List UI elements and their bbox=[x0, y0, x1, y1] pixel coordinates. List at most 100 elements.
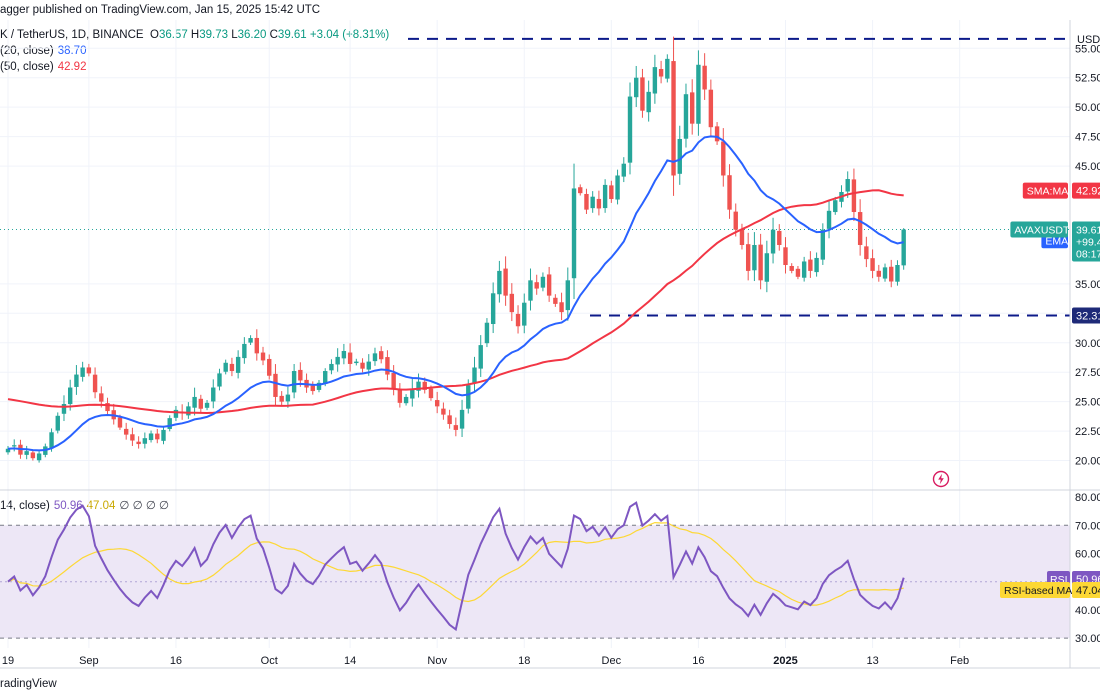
candle-body bbox=[565, 280, 570, 311]
rsi-ma-line bbox=[7, 521, 904, 606]
price-tick-label: 52.50 bbox=[1075, 73, 1100, 85]
candle-body bbox=[882, 267, 888, 279]
price-tick-label: 25.00 bbox=[1075, 397, 1100, 409]
time-tick-label: Nov bbox=[427, 655, 447, 667]
candle-body bbox=[745, 244, 751, 271]
rsi-legend-label: 14, close) bbox=[0, 500, 50, 512]
candle-body bbox=[254, 337, 259, 354]
rsi-ma-label-text: RSI-based MA bbox=[1004, 585, 1072, 597]
rsi-line bbox=[7, 501, 905, 632]
brand-name: radingView bbox=[0, 678, 57, 690]
sma-value-text: 42.92 bbox=[1076, 186, 1100, 198]
rsi-legend[interactable]: 14, close) 50.96 47.04 ∅ ∅ ∅ ∅ bbox=[0, 498, 173, 512]
candle-body bbox=[335, 356, 340, 365]
time-tick-label: Dec bbox=[602, 655, 622, 667]
price-tick-label: 27.50 bbox=[1075, 367, 1100, 379]
candle-body bbox=[123, 428, 129, 435]
high-label: H bbox=[190, 29, 200, 41]
indicator-lines bbox=[7, 135, 905, 632]
candle-body bbox=[323, 371, 328, 384]
candle-body bbox=[646, 91, 651, 113]
rsi-legend-extra: ∅ ∅ ∅ ∅ bbox=[119, 500, 170, 512]
candle-body bbox=[808, 259, 813, 271]
candle-body bbox=[229, 363, 235, 372]
candle-body bbox=[814, 257, 819, 273]
candle-body bbox=[671, 61, 676, 176]
candle-body bbox=[279, 395, 284, 402]
price-axis bbox=[0, 20, 1100, 669]
time-tick-label: 13 bbox=[866, 655, 878, 667]
candle-body bbox=[627, 96, 633, 163]
time-axis: 19 Sep 16 Oct 14 Nov 18 Dec 16 2025 13 Feb bbox=[2, 655, 969, 667]
candle-body bbox=[36, 453, 42, 461]
candle-body bbox=[889, 266, 894, 282]
candle-body bbox=[136, 441, 141, 445]
sma-line bbox=[7, 189, 904, 415]
time-tick-label: 18 bbox=[518, 655, 530, 667]
candle-body bbox=[621, 163, 626, 177]
candle-body bbox=[640, 77, 645, 111]
candle-body bbox=[615, 175, 620, 200]
candle-body bbox=[677, 138, 682, 174]
ema-line bbox=[7, 135, 904, 452]
candle-body bbox=[553, 297, 558, 304]
low-value: 36.20 bbox=[237, 29, 267, 41]
candle-body bbox=[789, 266, 794, 271]
candle-body bbox=[24, 451, 29, 455]
candle-body bbox=[441, 408, 446, 415]
low-label: L bbox=[231, 29, 238, 41]
candle-body bbox=[727, 175, 732, 210]
candle-body bbox=[845, 179, 850, 192]
candle-body bbox=[366, 361, 371, 370]
events-flash-icon[interactable] bbox=[932, 470, 950, 488]
candle-body bbox=[497, 270, 502, 295]
time-tick-label: Sep bbox=[79, 655, 99, 667]
candle-body bbox=[235, 356, 241, 373]
candle-body bbox=[696, 64, 701, 124]
candle-body bbox=[559, 302, 564, 313]
avax-value-line: 39.61 bbox=[1076, 225, 1100, 237]
candle-body bbox=[105, 403, 110, 412]
candle-body bbox=[540, 276, 546, 288]
candle-body bbox=[503, 268, 508, 296]
candle-body bbox=[403, 396, 409, 404]
candlestick-series bbox=[5, 36, 906, 463]
axis-labels: 55.0052.5050.0047.5045.0035.0032.5030.00… bbox=[1000, 34, 1100, 645]
candle-body bbox=[546, 274, 552, 296]
candle-body bbox=[739, 229, 745, 245]
candle-body bbox=[895, 265, 900, 282]
candle-body bbox=[714, 126, 720, 142]
ema-label-text: EMA bbox=[1045, 235, 1068, 247]
candle-body bbox=[422, 381, 427, 390]
candle-body bbox=[665, 58, 670, 79]
price-tick-label: 45.00 bbox=[1075, 161, 1100, 173]
candle-body bbox=[186, 406, 191, 416]
candle-body bbox=[733, 211, 738, 230]
rsi-ma-value-text: 47.04 bbox=[1076, 585, 1100, 597]
candle-body bbox=[148, 433, 154, 441]
candle-body bbox=[198, 398, 204, 409]
candle-body bbox=[68, 387, 73, 405]
candle-body bbox=[478, 345, 483, 369]
sma-legend[interactable]: (50, close) 42.92 bbox=[0, 61, 90, 73]
candle-body bbox=[273, 373, 278, 397]
candle-body bbox=[571, 188, 577, 279]
candle-body bbox=[416, 381, 421, 391]
symbol-legend[interactable]: K / TetherUS, 1D, BINANCE O36.57 H39.73 … bbox=[0, 29, 389, 41]
candle-body bbox=[652, 67, 658, 94]
candle-body bbox=[434, 400, 440, 407]
candle-body bbox=[291, 371, 297, 393]
close-label: C bbox=[269, 29, 278, 41]
time-tick-label: Oct bbox=[261, 655, 278, 667]
candle-body bbox=[310, 385, 315, 392]
time-tick-label: Feb bbox=[950, 655, 969, 667]
change-value: +3.04 (+8.31%) bbox=[309, 29, 390, 41]
open-value: 36.57 bbox=[158, 29, 188, 41]
candle-body bbox=[596, 198, 602, 209]
candle-body bbox=[92, 374, 98, 393]
candle-body bbox=[117, 417, 123, 428]
rsi-ma-value-box bbox=[1072, 582, 1100, 599]
candle-body bbox=[267, 358, 272, 376]
candle-body bbox=[826, 210, 832, 229]
